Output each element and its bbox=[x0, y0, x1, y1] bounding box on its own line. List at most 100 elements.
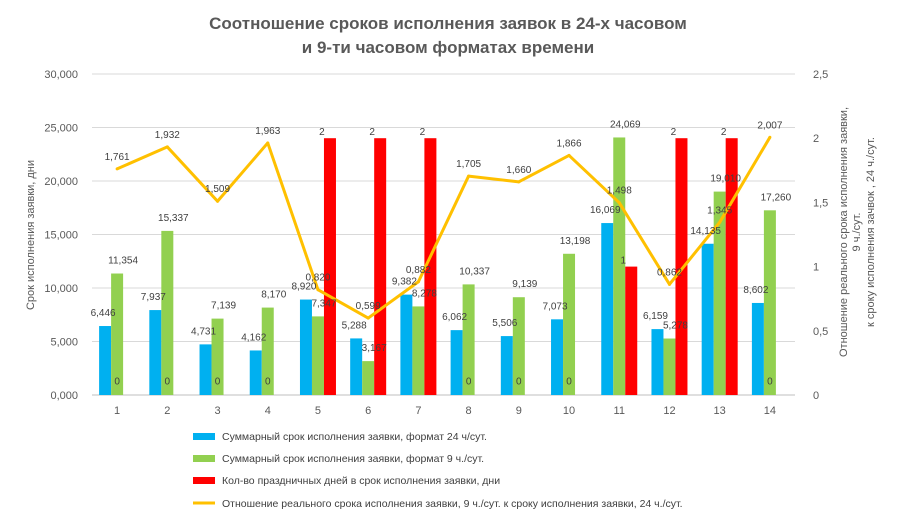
bar-holidays bbox=[323, 138, 336, 395]
data-label-holidays: 0 bbox=[265, 376, 271, 387]
x-tick-label: 5 bbox=[315, 405, 321, 417]
bar-24h bbox=[99, 326, 112, 395]
bar-24h bbox=[249, 350, 262, 395]
data-label-ratio: 0,599 bbox=[356, 301, 381, 312]
left-tick-label: 20,000 bbox=[44, 176, 78, 188]
ratio-point bbox=[115, 167, 119, 171]
data-label-24h: 9,382 bbox=[392, 277, 417, 288]
chart-title-line-2: и 9-ти часовом форматах времени bbox=[302, 38, 594, 57]
data-label-ratio: 2,007 bbox=[757, 120, 782, 131]
right-tick-label: 0 bbox=[813, 390, 819, 402]
bar-24h bbox=[651, 329, 664, 395]
bar-24h bbox=[149, 310, 162, 395]
data-label-ratio: 0,862 bbox=[657, 267, 682, 278]
ratio-line bbox=[116, 136, 772, 320]
left-tick-label: 15,000 bbox=[44, 230, 78, 242]
chart-title-line-1: Соотношение сроков исполнения заявок в 2… bbox=[209, 14, 687, 33]
bars bbox=[99, 137, 776, 395]
data-label-ratio: 1,498 bbox=[607, 186, 632, 197]
data-label-ratio: 1,866 bbox=[557, 138, 582, 149]
data-label-holidays: 0 bbox=[516, 376, 522, 387]
ratio-point bbox=[517, 180, 521, 184]
data-label-ratio: 0,820 bbox=[305, 273, 330, 284]
legend-swatch-red bbox=[193, 477, 215, 484]
data-label-ratio: 1,705 bbox=[456, 159, 481, 170]
data-label-24h: 8,920 bbox=[291, 282, 316, 293]
legend-swatch-green bbox=[193, 455, 215, 462]
ratio-point bbox=[165, 145, 169, 149]
bar-holidays bbox=[725, 138, 738, 395]
data-label-9h: 15,337 bbox=[158, 213, 189, 224]
data-label-holidays: 2 bbox=[319, 127, 325, 138]
x-tick-label: 1 bbox=[114, 405, 120, 417]
data-label-ratio: 1,932 bbox=[155, 130, 180, 141]
bar-24h bbox=[299, 299, 312, 395]
ratio-point bbox=[366, 316, 370, 320]
right-tick-label: 1 bbox=[813, 262, 819, 274]
data-label-ratio: 0,882 bbox=[406, 265, 431, 276]
bar-24h bbox=[751, 302, 764, 395]
bar-9h bbox=[211, 318, 224, 395]
data-label-24h: 4,731 bbox=[191, 326, 216, 337]
data-label-9h: 8,278 bbox=[412, 288, 437, 299]
x-tick-label: 4 bbox=[265, 405, 271, 417]
bar-9h bbox=[462, 284, 475, 395]
data-label-holidays: 0 bbox=[114, 376, 120, 387]
bar-9h bbox=[111, 273, 124, 395]
x-tick-label: 14 bbox=[764, 405, 776, 417]
ratio-point bbox=[667, 282, 671, 286]
bar-9h bbox=[311, 316, 324, 395]
data-label-9h: 7,139 bbox=[211, 301, 236, 312]
data-label-24h: 6,446 bbox=[91, 308, 116, 319]
ratio-point bbox=[567, 153, 571, 157]
data-label-9h: 7,347 bbox=[311, 298, 336, 309]
ratio-point bbox=[216, 199, 220, 203]
data-label-9h: 19,010 bbox=[710, 174, 741, 185]
bar-9h bbox=[512, 297, 525, 395]
data-label-holidays: 2 bbox=[721, 127, 727, 138]
ratio-point bbox=[416, 280, 420, 284]
x-tick-label: 12 bbox=[663, 405, 675, 417]
legend-swatch-blue bbox=[193, 433, 215, 440]
data-label-holidays: 0 bbox=[165, 376, 171, 387]
bar-holidays bbox=[424, 138, 437, 395]
left-axis-title: Срок исполнения заявки, дни bbox=[25, 160, 37, 310]
bar-24h bbox=[601, 223, 614, 395]
bar-24h bbox=[199, 344, 212, 395]
ratio-point bbox=[718, 220, 722, 224]
right-axis-title-line-2: 9 ч./сут. bbox=[851, 213, 863, 252]
bar-9h bbox=[412, 306, 425, 395]
x-tick-label: 8 bbox=[466, 405, 472, 417]
bar-9h bbox=[563, 253, 576, 395]
left-axis-ticks: 0,000 5,000 10,000 15,000 20,000 25,000 30,000 bbox=[44, 69, 78, 402]
data-label-holidays: 0 bbox=[566, 376, 572, 387]
data-label-9h: 17,260 bbox=[761, 192, 792, 203]
legend-label-blue: Суммарный срок исполнения заявки, формат… bbox=[222, 431, 487, 443]
bar-9h bbox=[663, 338, 676, 395]
left-tick-label: 30,000 bbox=[44, 69, 78, 81]
data-label-9h: 24,069 bbox=[610, 119, 641, 130]
data-label-24h: 16,069 bbox=[590, 205, 621, 216]
right-axis-title: Отношение реального срока исполнения зая… bbox=[838, 107, 877, 357]
data-label-ratio: 1,761 bbox=[105, 152, 130, 163]
data-label-9h: 13,198 bbox=[560, 236, 591, 247]
data-label-ratio: 1,660 bbox=[506, 165, 531, 176]
x-tick-label: 6 bbox=[365, 405, 371, 417]
bar-24h bbox=[350, 338, 363, 395]
bar-holidays bbox=[374, 138, 387, 395]
ratio-point bbox=[316, 288, 320, 292]
legend-label-red: Кол-во праздничных дней в срок исполнени… bbox=[222, 475, 500, 487]
bar-9h bbox=[261, 307, 274, 395]
data-label-holidays: 2 bbox=[420, 127, 426, 138]
x-tick-label: 13 bbox=[714, 405, 726, 417]
data-label-9h: 11,354 bbox=[108, 256, 138, 267]
bar-9h bbox=[161, 230, 174, 395]
left-tick-label: 10,000 bbox=[44, 283, 78, 295]
data-label-ratio: 1,963 bbox=[255, 126, 280, 137]
legend-label-line: Отношение реального срока исполнения зая… bbox=[222, 498, 683, 510]
left-tick-label: 0,000 bbox=[50, 390, 78, 402]
bar-9h bbox=[362, 361, 375, 395]
data-label-9h: 9,139 bbox=[512, 279, 537, 290]
x-tick-label: 11 bbox=[614, 405, 625, 417]
bar-24h bbox=[500, 336, 513, 395]
